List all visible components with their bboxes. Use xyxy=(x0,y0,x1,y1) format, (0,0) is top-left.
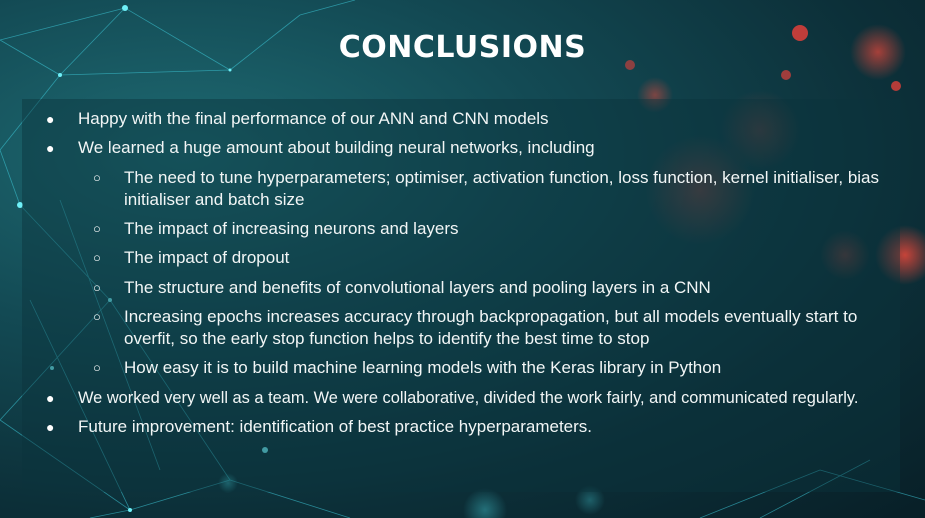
sub-bullet-text: The impact of dropout xyxy=(124,248,290,267)
bullet-hollow-icon: ○ xyxy=(93,250,101,265)
bullet-text: We learned a huge amount about building … xyxy=(78,138,595,157)
bullet-text: We worked very well as a team. We were c… xyxy=(78,389,859,407)
bullet-filled-icon: ● xyxy=(46,140,55,156)
bullet-hollow-icon: ○ xyxy=(93,360,101,375)
sub-bullet-text: The impact of increasing neurons and lay… xyxy=(124,219,459,238)
sub-bullet-text: The need to tune hyperparameters; optimi… xyxy=(124,168,880,209)
slide-title: CONCLUSIONS xyxy=(338,30,587,65)
sub-bullet-text: How easy it is to build machine learning… xyxy=(124,358,722,377)
bullet-filled-icon: ● xyxy=(46,390,55,406)
bullet-hollow-icon: ○ xyxy=(93,170,101,185)
content-panel xyxy=(22,99,900,492)
bullet-filled-icon: ● xyxy=(46,419,55,435)
bullet-filled-icon: ● xyxy=(46,111,55,127)
sub-bullet-text: Increasing epochs increases accuracy thr… xyxy=(124,307,858,348)
bullet-hollow-icon: ○ xyxy=(93,280,101,295)
bullet-text: Happy with the final performance of our … xyxy=(78,109,549,128)
sub-bullet-text: The structure and benefits of convolutio… xyxy=(124,278,711,297)
bullet-text: Future improvement: identification of be… xyxy=(78,417,593,436)
bullet-hollow-icon: ○ xyxy=(93,309,101,324)
bullet-hollow-icon: ○ xyxy=(93,221,101,236)
